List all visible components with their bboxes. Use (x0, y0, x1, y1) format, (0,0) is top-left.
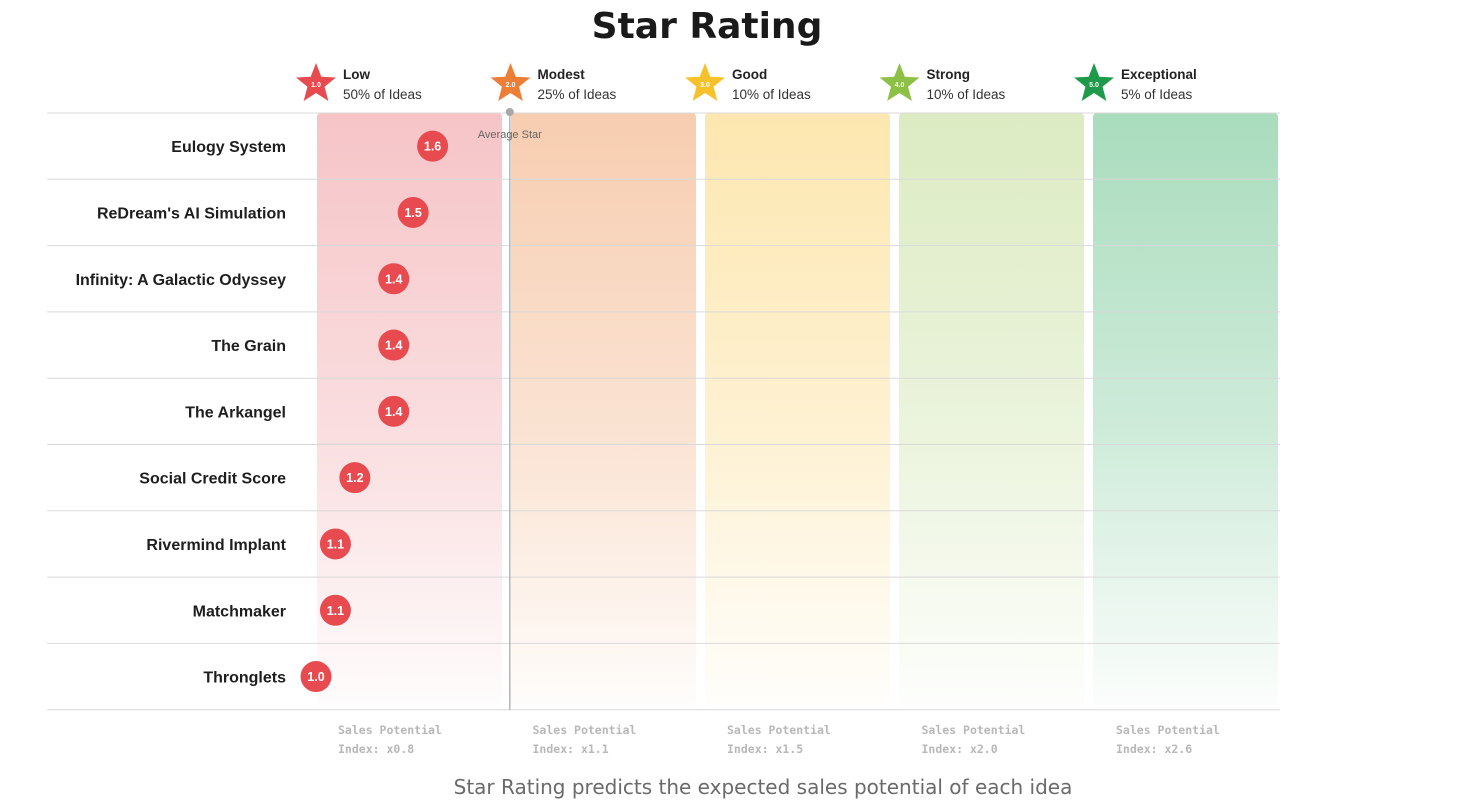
rating-point (378, 395, 410, 427)
star-value-label: 3.0 (700, 82, 710, 89)
idea-row: Infinity: A Galactic Odyssey 1.4 (76, 263, 410, 295)
legend-item-strong: 4.0 Strong 10% of Ideas (879, 63, 1006, 102)
sales-potential-title: Sales Potential (727, 723, 831, 737)
idea-name: Eulogy System (171, 139, 286, 156)
rating-value-label: 1.4 (385, 339, 402, 353)
band-name: Low (343, 67, 370, 82)
star-icon (1074, 63, 1114, 101)
idea-row: Matchmaker 1.1 (193, 594, 351, 626)
sales-potential-title: Sales Potential (338, 723, 442, 737)
sales-potential-index: Index: x1.5 (727, 742, 803, 756)
sales-potential-strong: Sales Potential Index: x2.0 (922, 723, 1026, 756)
band-name: Exceptional (1121, 67, 1197, 82)
row-gridlines (47, 112, 1280, 711)
chart-title: Star Rating (592, 6, 823, 47)
average-star-label: Average Star (478, 129, 542, 141)
idea-name: Infinity: A Galactic Odyssey (76, 272, 287, 289)
idea-name: Social Credit Score (139, 471, 286, 488)
idea-row: ReDream's AI Simulation 1.5 (97, 196, 429, 228)
sales-potential-modest: Sales Potential Index: x1.1 (533, 723, 637, 756)
rating-value-label: 1.4 (385, 272, 402, 286)
band-name: Strong (927, 67, 971, 82)
rating-point (339, 462, 371, 494)
star-icon (879, 63, 920, 101)
rating-point (319, 594, 351, 626)
rating-bands (317, 113, 1278, 705)
idea-name: ReDream's AI Simulation (97, 205, 286, 222)
rating-point (300, 661, 332, 693)
star-icon (490, 63, 531, 101)
band-name: Modest (538, 67, 586, 82)
star-value-label: 5.0 (1089, 82, 1099, 89)
sales-potential-title: Sales Potential (922, 723, 1026, 737)
idea-row: Rivermind Implant 1.1 (146, 528, 351, 560)
rating-value-label: 1.0 (307, 670, 324, 684)
idea-row: Social Credit Score 1.2 (139, 462, 371, 494)
idea-name: Matchmaker (193, 603, 286, 620)
rating-value-label: 1.1 (327, 604, 344, 618)
band-name: Good (732, 67, 767, 82)
rating-value-label: 1.5 (404, 206, 421, 220)
legend-item-exceptional: 5.0 Exceptional 5% of Ideas (1074, 63, 1197, 102)
idea-row: The Arkangel 1.4 (185, 395, 410, 427)
band-exceptional (1093, 113, 1278, 705)
star-icon (296, 63, 336, 101)
rating-value-label: 1.4 (385, 405, 402, 419)
rating-legend: 1.0 Low 50% of Ideas 2.0 Modest 25% of Ideas 3… (296, 63, 1197, 102)
legend-item-low: 1.0 Low 50% of Ideas (296, 63, 422, 102)
idea-row: Eulogy System 1.6 (171, 130, 449, 162)
idea-name: Rivermind Implant (146, 537, 286, 554)
idea-name: Thronglets (203, 670, 286, 687)
sales-potential-title: Sales Potential (1116, 723, 1220, 737)
idea-row: Thronglets 1.0 (203, 661, 332, 693)
rating-value-label: 1.6 (424, 140, 441, 154)
rating-point (378, 263, 410, 295)
idea-row: The Grain 1.4 (211, 329, 410, 361)
sales-potential-index: Index: x2.0 (922, 742, 998, 756)
star-value-label: 1.0 (311, 82, 321, 89)
sales-potential-low: Sales Potential Index: x0.8 (338, 723, 442, 756)
idea-name: The Arkangel (185, 404, 286, 421)
rating-point (417, 130, 449, 162)
chart-caption: Star Rating predicts the expected sales … (454, 775, 1073, 799)
band-share: 5% of Ideas (1121, 87, 1193, 102)
sales-potential-good: Sales Potential Index: x1.5 (727, 723, 831, 756)
sales-potential-index: Index: x2.6 (1116, 742, 1192, 756)
legend-item-modest: 2.0 Modest 25% of Ideas (490, 63, 617, 102)
star-value-label: 2.0 (506, 82, 516, 89)
rating-point (378, 329, 410, 361)
rating-value-label: 1.1 (327, 537, 344, 551)
idea-name: The Grain (211, 338, 286, 355)
band-low (317, 113, 502, 705)
band-good (705, 113, 890, 705)
sales-potential-index: Index: x0.8 (338, 742, 414, 756)
rating-value-label: 1.2 (346, 471, 363, 485)
star-icon (685, 63, 725, 101)
average-star-marker: Average Star (478, 108, 542, 710)
idea-rows: Eulogy System 1.6 ReDream's AI Simulation 1… (76, 130, 449, 693)
star-value-label: 4.0 (895, 82, 905, 89)
legend-item-good: 3.0 Good 10% of Ideas (685, 63, 811, 102)
sales-potential-exceptional: Sales Potential Index: x2.6 (1116, 723, 1220, 756)
average-star-dot (505, 108, 514, 116)
band-modest (511, 113, 696, 705)
sales-potential-index: Index: x1.1 (533, 742, 609, 756)
band-share: 25% of Ideas (538, 87, 617, 102)
band-strong (899, 113, 1084, 705)
band-share: 50% of Ideas (343, 87, 422, 102)
rating-point (397, 196, 429, 228)
rating-point (319, 528, 351, 560)
band-share: 10% of Ideas (927, 87, 1006, 102)
sales-potential-title: Sales Potential (533, 723, 637, 737)
band-share: 10% of Ideas (732, 87, 811, 102)
